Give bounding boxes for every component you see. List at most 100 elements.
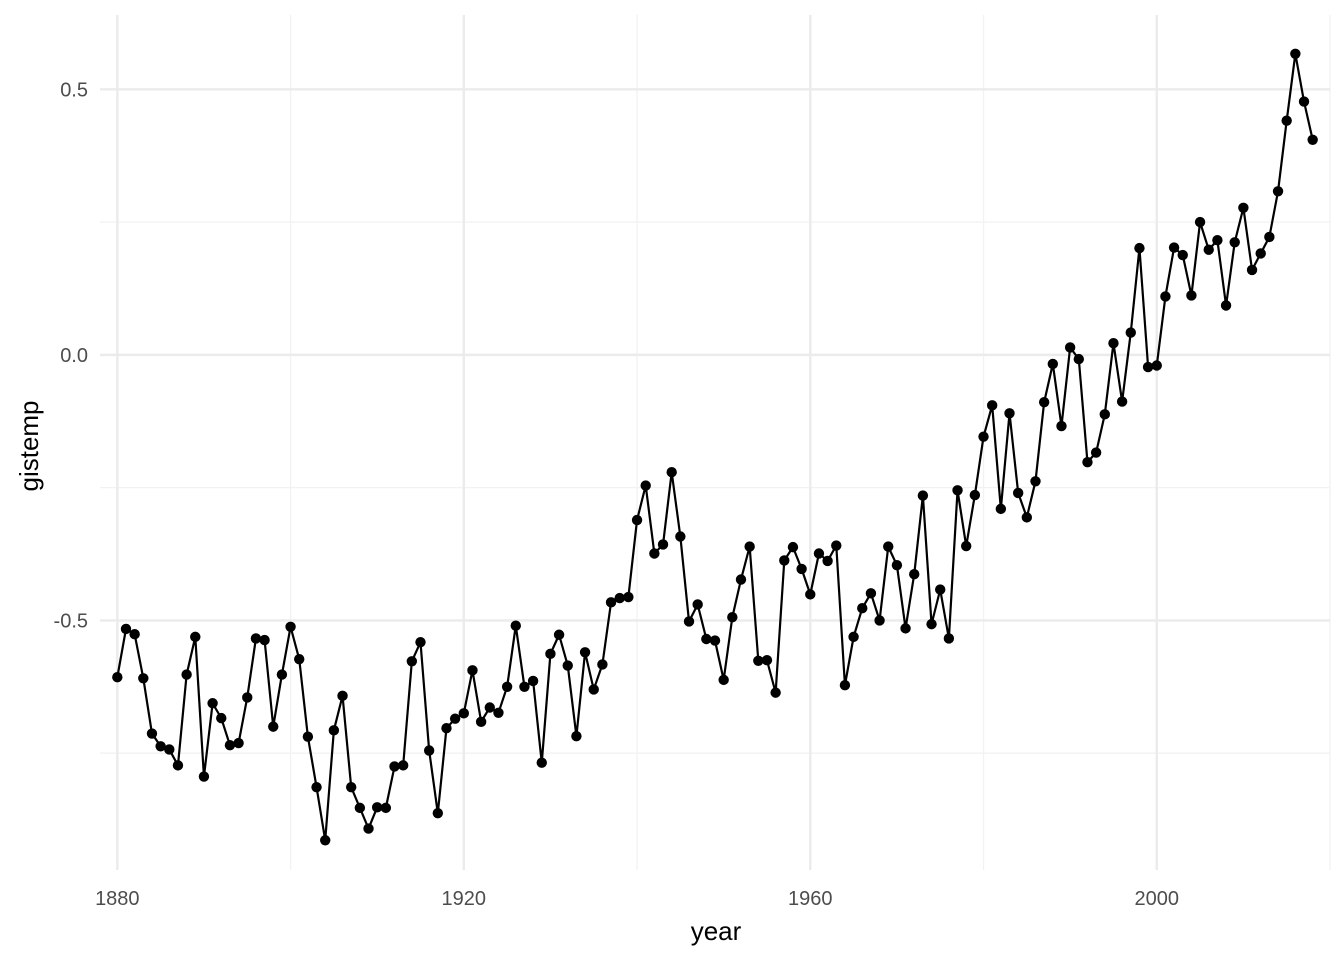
data-point — [813, 548, 825, 559]
data-point — [1307, 134, 1318, 145]
data-point — [1142, 361, 1154, 373]
data-point — [822, 555, 833, 567]
data-point — [475, 716, 487, 728]
data-point — [753, 655, 764, 666]
data-point — [1272, 186, 1284, 197]
data-point — [311, 781, 322, 793]
data-point — [198, 771, 210, 782]
data-point — [1064, 342, 1076, 353]
data-point — [761, 655, 773, 666]
data-point — [380, 802, 392, 814]
data-point — [250, 633, 262, 644]
data-point — [268, 721, 279, 732]
data-point — [683, 616, 695, 627]
data-point — [285, 621, 296, 632]
data-point — [207, 698, 218, 709]
data-point — [1212, 234, 1223, 246]
data-point — [952, 485, 963, 496]
data-point — [770, 687, 781, 698]
data-point — [848, 631, 859, 643]
x-tick-label: 1960 — [788, 888, 833, 910]
data-point — [501, 681, 513, 692]
data-point — [857, 602, 868, 614]
data-point — [1021, 512, 1033, 523]
data-point — [302, 731, 314, 742]
data-point — [458, 708, 470, 719]
data-point — [1194, 216, 1206, 228]
data-point — [597, 659, 608, 670]
data-point — [112, 672, 123, 683]
data-point — [588, 684, 599, 695]
data-point — [259, 634, 270, 646]
data-point — [389, 761, 400, 772]
data-point — [900, 623, 911, 634]
data-point — [1203, 244, 1214, 255]
data-point — [276, 669, 288, 680]
data-point — [631, 514, 643, 526]
data-point — [527, 675, 539, 687]
data-point — [553, 629, 565, 640]
data-point — [562, 660, 573, 671]
data-point — [978, 431, 989, 442]
data-point — [432, 807, 444, 819]
data-point — [995, 503, 1007, 515]
data-point — [796, 563, 807, 575]
data-point — [181, 669, 192, 680]
data-point — [943, 633, 955, 644]
x-tick-label: 2000 — [1135, 888, 1180, 910]
data-point — [623, 591, 634, 603]
y-tick-label: 0.0 — [60, 345, 88, 367]
data-point — [1073, 353, 1085, 365]
data-point — [865, 588, 877, 599]
data-point — [1108, 337, 1119, 349]
data-point — [1116, 396, 1128, 407]
data-point — [510, 620, 521, 631]
data-point — [146, 728, 158, 739]
data-point — [467, 665, 478, 676]
data-point — [449, 713, 461, 724]
data-point — [1099, 409, 1110, 420]
data-series — [112, 48, 1318, 846]
data-point — [120, 623, 132, 635]
data-point — [242, 692, 253, 703]
data-point — [718, 674, 729, 686]
data-point — [883, 541, 894, 552]
data-point — [1255, 248, 1266, 259]
data-point — [345, 781, 357, 793]
data-point — [1238, 202, 1249, 213]
data-point — [735, 574, 747, 585]
y-tick-label: -0.5 — [54, 610, 88, 632]
data-point — [1246, 264, 1258, 276]
x-tick-labels: 1880 1920 1960 2000 — [95, 888, 1179, 910]
data-point — [727, 612, 738, 623]
data-point — [190, 631, 201, 643]
x-axis-title: year — [691, 916, 742, 946]
data-point — [328, 725, 340, 736]
data-point — [138, 673, 149, 684]
data-point — [831, 540, 842, 551]
data-point — [216, 712, 227, 724]
data-point — [337, 690, 348, 702]
data-point — [1264, 231, 1275, 243]
data-point — [1125, 327, 1136, 338]
data-point — [935, 584, 946, 595]
data-point — [441, 723, 452, 734]
data-point — [649, 548, 660, 559]
data-point — [1056, 420, 1067, 432]
data-point — [1151, 360, 1162, 371]
data-point — [1030, 476, 1041, 487]
data-point — [406, 656, 418, 667]
grid-minor — [100, 15, 1331, 870]
data-point — [1090, 447, 1102, 458]
data-point — [1298, 96, 1310, 107]
data-point — [1168, 242, 1180, 253]
data-point — [909, 569, 920, 580]
data-point — [164, 744, 175, 755]
data-point — [1281, 115, 1292, 126]
data-point — [839, 679, 851, 691]
data-point — [354, 802, 366, 814]
data-point — [960, 540, 972, 552]
data-point — [675, 531, 686, 542]
data-point — [779, 555, 790, 566]
